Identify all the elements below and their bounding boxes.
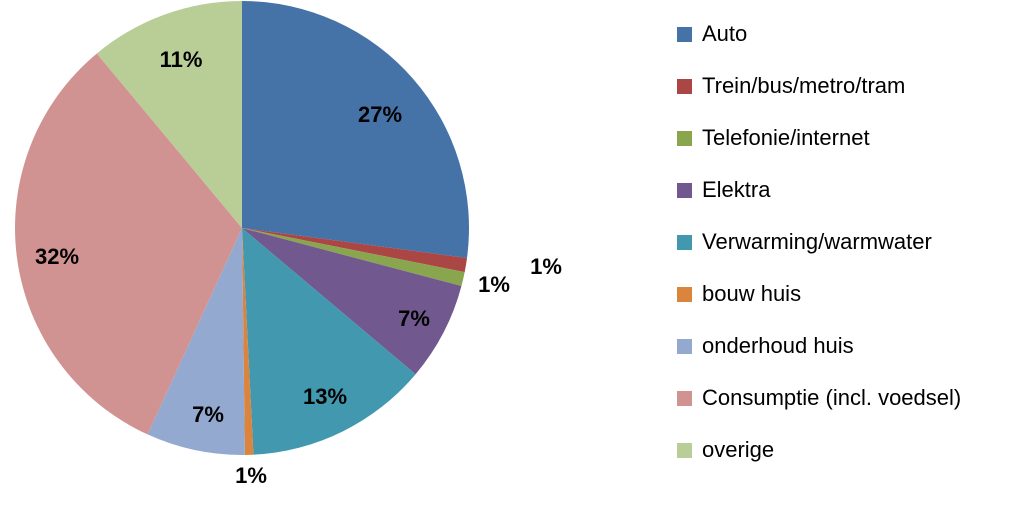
legend-item: Consumptie (incl. voedsel) bbox=[677, 372, 961, 424]
legend: Auto Trein/bus/metro/tram Telefonie/intern… bbox=[677, 8, 961, 476]
legend-item: overige bbox=[677, 424, 961, 476]
legend-item: onderhoud huis bbox=[677, 320, 961, 372]
legend-item: Verwarming/warmwater bbox=[677, 216, 961, 268]
legend-label: Auto bbox=[702, 21, 748, 46]
pie-slice-bouw-huis bbox=[242, 228, 254, 455]
legend-item: Telefonie/internet bbox=[677, 112, 961, 164]
pie-slice-overige bbox=[96, 1, 242, 228]
legend-label: Telefonie/internet bbox=[702, 125, 870, 150]
legend-swatch bbox=[677, 78, 692, 94]
legend-label: Elektra bbox=[702, 177, 771, 202]
pie-slice-auto bbox=[242, 1, 469, 258]
data-label: 1% bbox=[478, 272, 510, 297]
legend-swatch bbox=[677, 130, 692, 146]
legend-item: Auto bbox=[677, 8, 961, 60]
legend-swatch bbox=[677, 26, 692, 42]
data-label: 27% bbox=[358, 102, 402, 127]
legend-label: Consumptie (incl. voedsel) bbox=[702, 385, 962, 410]
legend-swatch bbox=[677, 234, 692, 250]
data-label: 32% bbox=[35, 244, 79, 269]
pie-slice-consumptie-incl-voedsel bbox=[15, 53, 243, 435]
legend-swatch bbox=[677, 390, 692, 406]
data-label: 1% bbox=[235, 463, 267, 488]
pie-slice-elektra bbox=[242, 228, 462, 375]
legend-item: Trein/bus/metro/tram bbox=[677, 60, 961, 112]
legend-swatch bbox=[677, 286, 692, 302]
data-label: 11% bbox=[160, 47, 203, 72]
pie-chart: 27% 1% 1% 7% 13% 1% 7% 32% 11% bbox=[15, 1, 562, 488]
data-label: 1% bbox=[530, 254, 562, 279]
pie-slice-onderhoud-huis bbox=[147, 228, 245, 455]
legend-item: Elektra bbox=[677, 164, 961, 216]
legend-swatch bbox=[677, 182, 692, 198]
legend-label: overige bbox=[702, 437, 775, 462]
legend-swatch bbox=[677, 338, 692, 354]
pie-slice-telefonie-internet bbox=[242, 228, 465, 287]
legend-label: onderhoud huis bbox=[702, 333, 854, 358]
legend-label: bouw huis bbox=[702, 281, 802, 306]
legend-swatch bbox=[677, 442, 692, 458]
data-label: 7% bbox=[398, 306, 430, 331]
legend-label: Trein/bus/metro/tram bbox=[702, 73, 906, 98]
data-label: 13% bbox=[303, 384, 347, 409]
pie-slice-trein-bus-metro-tram bbox=[242, 228, 468, 273]
pie-slice-verwarming-warmwater bbox=[242, 228, 416, 455]
legend-item: bouw huis bbox=[677, 268, 961, 320]
data-label: 7% bbox=[192, 402, 224, 427]
legend-label: Verwarming/warmwater bbox=[702, 229, 932, 254]
